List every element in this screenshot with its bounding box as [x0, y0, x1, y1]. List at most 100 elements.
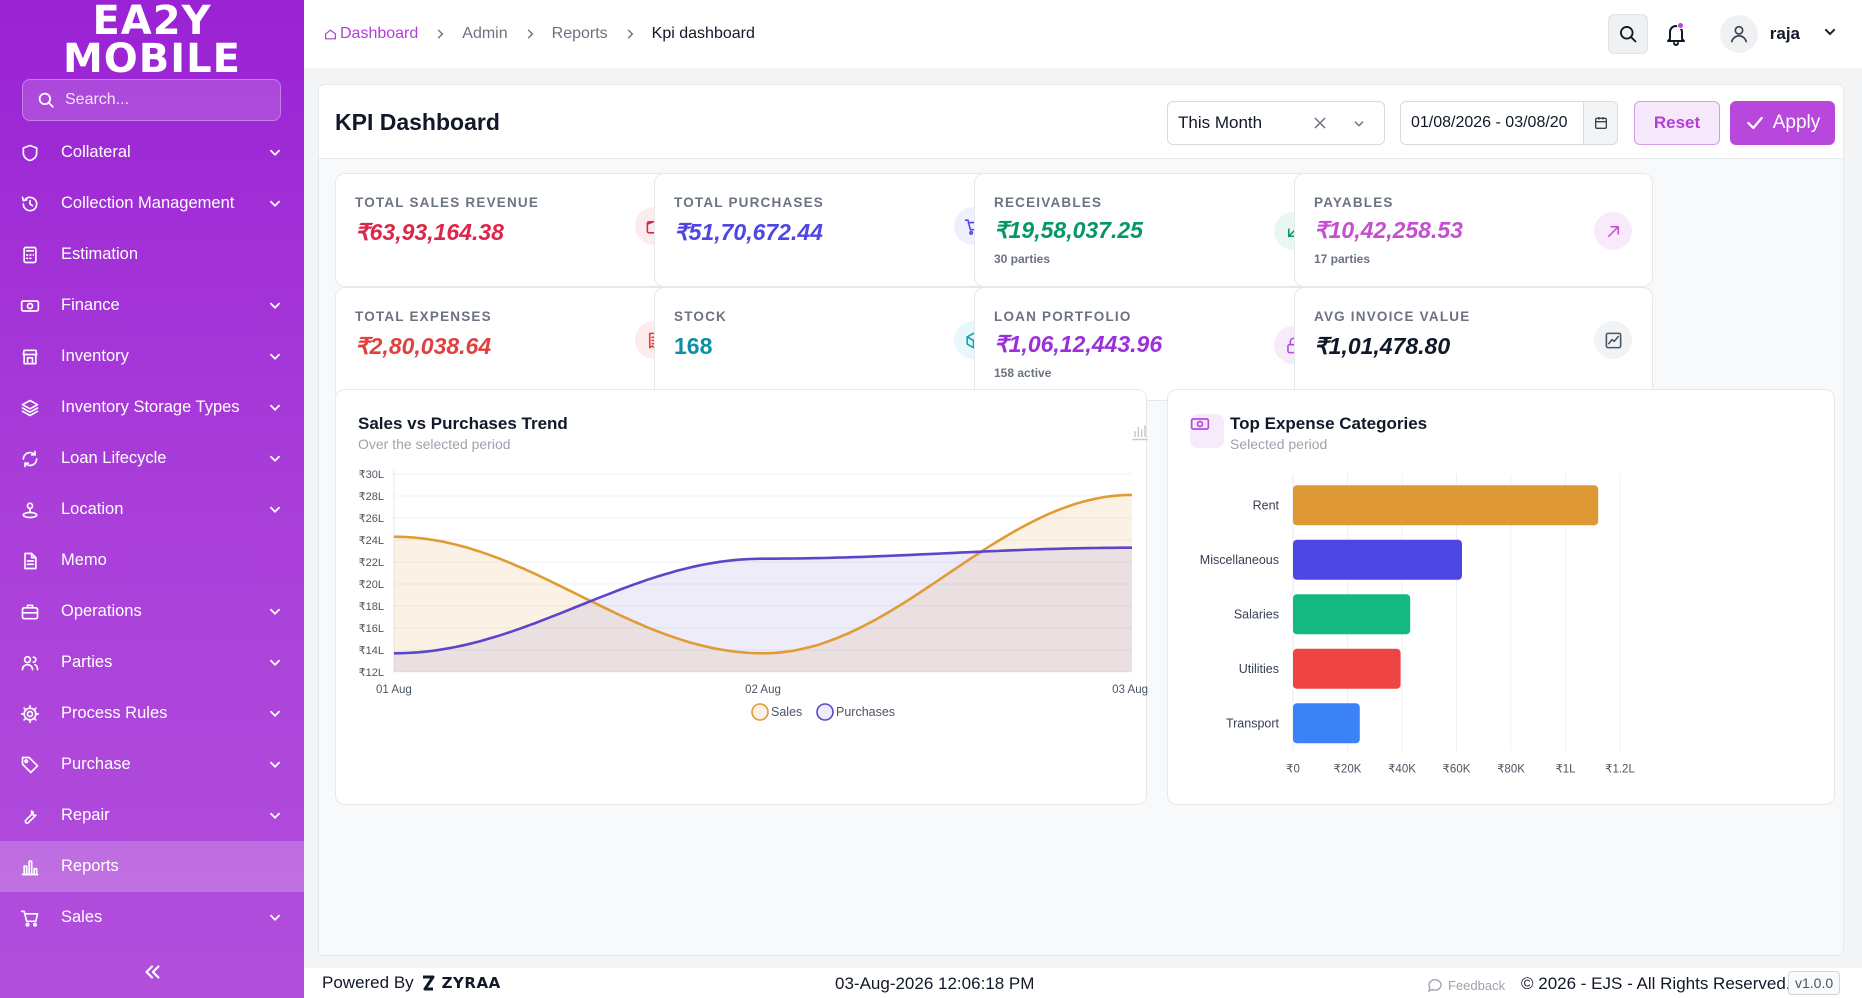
sidebar-item-inventory-storage-types[interactable]: Inventory Storage Types: [0, 382, 304, 433]
app-logo[interactable]: EA2Y MOBILE: [0, 0, 304, 82]
date-range-field[interactable]: 01/08/2026 - 03/08/20: [1400, 101, 1618, 145]
chevron-down-icon[interactable]: [268, 605, 282, 619]
global-search-button[interactable]: [1607, 14, 1648, 54]
chevron-down-icon[interactable]: [268, 299, 282, 313]
sidebar-item-label: Parties: [61, 653, 113, 671]
period-dropdown-toggle[interactable]: [1352, 116, 1366, 136]
chevron-down-icon[interactable]: [268, 911, 282, 925]
x-tick-label: ₹80K: [1497, 764, 1525, 776]
briefcase-icon: [20, 602, 40, 622]
sidebar-item-repair[interactable]: Repair: [0, 790, 304, 841]
sidebar-item-inventory[interactable]: Inventory: [0, 331, 304, 382]
sidebar-item-parties[interactable]: Parties: [0, 637, 304, 688]
collapse-sidebar-button[interactable]: [0, 946, 304, 998]
chevron-down-icon[interactable]: [268, 350, 282, 364]
calendar-icon: [1594, 117, 1607, 129]
legend-label: Sales: [771, 705, 802, 719]
category-label: Utilities: [1239, 662, 1279, 676]
bar-salaries[interactable]: [1293, 594, 1411, 635]
sidebar-item-sales[interactable]: Sales: [0, 892, 304, 943]
breadcrumb-dashboard-label: Dashboard: [340, 25, 419, 42]
kpi-card-payables[interactable]: PAYABLES ₹10,42,258.53 17 parties: [1294, 173, 1653, 287]
bar-rent[interactable]: [1293, 485, 1599, 526]
kpi-value: ₹63,93,164.38: [355, 219, 504, 245]
kpi-card-total-purchases[interactable]: TOTAL PURCHASES ₹51,70,672.44: [654, 173, 1013, 287]
sidebar-item-label: Collateral: [61, 143, 131, 161]
apply-button[interactable]: Apply: [1730, 101, 1835, 145]
tag-icon: [20, 755, 40, 775]
period-select[interactable]: This Month: [1167, 101, 1385, 145]
chevron-down-icon[interactable]: [268, 707, 282, 721]
chevron-down-icon[interactable]: [268, 452, 282, 466]
calendar-button[interactable]: [1583, 102, 1617, 144]
page-title: KPI Dashboard: [335, 109, 500, 135]
chevron-down-icon[interactable]: [268, 401, 282, 415]
sidebar-item-reports[interactable]: Reports: [0, 841, 304, 892]
bar-utilities[interactable]: [1293, 648, 1401, 689]
clear-period-button[interactable]: [1312, 115, 1328, 136]
breadcrumb-reports[interactable]: Reports: [551, 25, 608, 42]
chevron-down-icon[interactable]: [268, 758, 282, 772]
kpi-value: 168: [674, 333, 713, 359]
home-icon: [325, 28, 336, 39]
chevron-down-icon[interactable]: [268, 656, 282, 670]
sidebar-item-location[interactable]: Location: [0, 484, 304, 535]
series-area-sales: [394, 494, 1132, 672]
avatar[interactable]: [1719, 15, 1758, 53]
x-tick-label: ₹20K: [1334, 764, 1362, 776]
footer-timestamp: 03-Aug-2026 12:06:18 PM: [835, 974, 1035, 993]
breadcrumb-dashboard[interactable]: Dashboard: [324, 25, 418, 43]
kpi-card-total-sales-revenue[interactable]: TOTAL SALES REVENUE ₹63,93,164.38: [335, 173, 694, 287]
top-bar: Dashboard Admin Reports Kpi dashboard ra…: [304, 0, 1862, 68]
sidebar-item-memo[interactable]: Memo: [0, 535, 304, 586]
notifications-button[interactable]: [1656, 14, 1696, 54]
user-name[interactable]: raja: [1769, 24, 1800, 43]
date-range-value: 01/08/2026 - 03/08/20: [1411, 114, 1568, 131]
kpi-card-stock[interactable]: STOCK 168: [654, 287, 1013, 401]
sidebar-item-collateral[interactable]: Collateral: [0, 127, 304, 178]
chevron-down-icon[interactable]: [268, 503, 282, 517]
kpi-card-avg-invoice-value[interactable]: AVG INVOICE VALUE ₹1,01,478.80: [1294, 287, 1653, 401]
chart-type-icon[interactable]: [1130, 422, 1150, 442]
sidebar-item-collection-management[interactable]: Collection Management: [0, 178, 304, 229]
trend-icon: [1594, 321, 1632, 359]
expense-chart-subtitle: Selected period: [1230, 436, 1328, 452]
double-chevron-left-icon: [145, 965, 160, 979]
bar-chart-icon: [20, 857, 40, 877]
chevron-down-icon: [1824, 28, 1836, 35]
sidebar-item-operations[interactable]: Operations: [0, 586, 304, 637]
sidebar-search: [22, 79, 281, 121]
y-tick-label: ₹28L: [359, 491, 384, 503]
sidebar-item-process-rules[interactable]: Process Rules: [0, 688, 304, 739]
kpi-label: TOTAL PURCHASES: [674, 195, 825, 210]
breadcrumb-admin[interactable]: Admin: [462, 25, 508, 42]
y-tick-label: ₹14L: [359, 645, 384, 657]
kpi-card-receivables[interactable]: RECEIVABLES ₹19,58,037.25 30 parties: [974, 173, 1333, 287]
powered-by-label: Powered By: [322, 973, 414, 992]
kpi-card-loan-portfolio[interactable]: LOAN PORTFOLIO ₹1,06,12,443.96 158 active: [974, 287, 1333, 401]
y-tick-label: ₹30L: [359, 469, 384, 481]
sidebar-item-estimation[interactable]: Estimation: [0, 229, 304, 280]
bar-transport[interactable]: [1293, 703, 1360, 744]
y-tick-label: ₹24L: [359, 535, 384, 547]
feedback-link[interactable]: Feedback: [1426, 976, 1505, 994]
kpi-label: TOTAL EXPENSES: [355, 309, 492, 324]
search-input[interactable]: [65, 91, 265, 109]
chevron-down-icon[interactable]: [268, 197, 282, 211]
breadcrumb-current: Kpi dashboard: [651, 25, 755, 42]
expense-chart-card: Top Expense Categories Selected period ₹…: [1167, 389, 1835, 805]
sidebar-item-purchase[interactable]: Purchase: [0, 739, 304, 790]
user-menu-toggle[interactable]: [1822, 24, 1838, 45]
chevron-down-icon[interactable]: [268, 809, 282, 823]
sidebar-item-loan-lifecycle[interactable]: Loan Lifecycle: [0, 433, 304, 484]
logo-line-2: MOBILE: [63, 36, 241, 82]
chat-icon: [1428, 979, 1442, 993]
chevron-down-icon[interactable]: [268, 146, 282, 160]
bar-miscellaneous[interactable]: [1293, 539, 1462, 580]
sidebar-item-label: Sales: [61, 908, 103, 926]
reset-button[interactable]: Reset: [1634, 101, 1720, 145]
x-tick-label: 01 Aug: [376, 684, 412, 696]
sidebar-item-finance[interactable]: Finance: [0, 280, 304, 331]
cart-icon: [20, 908, 40, 928]
kpi-card-total-expenses[interactable]: TOTAL EXPENSES ₹2,80,038.64: [335, 287, 694, 401]
